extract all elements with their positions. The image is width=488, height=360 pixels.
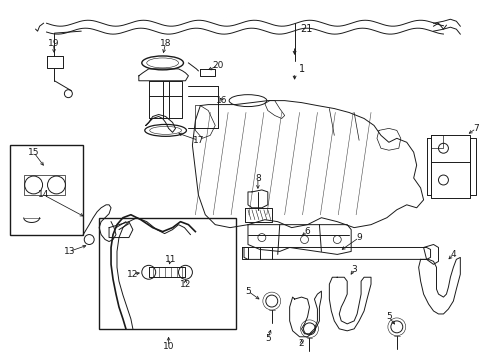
Text: 3: 3 [350,265,356,274]
Text: 18: 18 [160,39,171,48]
Text: 16: 16 [216,96,227,105]
Text: 11: 11 [164,255,176,264]
Bar [24,175,65,195]
Text: 10: 10 [163,342,174,351]
Bar [99,218,236,329]
Bar [10,145,83,235]
Text: 19: 19 [48,39,59,48]
Text: 20: 20 [212,62,224,71]
Text: 1: 1 [298,64,304,74]
Text: 13: 13 [63,247,75,256]
Text: 5: 5 [385,312,391,321]
Text: 15: 15 [28,148,40,157]
Text: 12: 12 [127,270,138,279]
Text: 8: 8 [255,174,260,183]
Text: 12: 12 [180,280,191,289]
Text: 5: 5 [244,287,250,296]
Text: 2: 2 [298,339,304,348]
Text: 17: 17 [192,136,203,145]
Text: 6: 6 [304,227,310,236]
Text: 9: 9 [355,233,361,242]
Text: 21: 21 [300,24,312,34]
Text: 4: 4 [449,250,455,259]
Text: 7: 7 [472,124,478,133]
Text: 5: 5 [264,334,270,343]
Text: 14: 14 [38,190,49,199]
